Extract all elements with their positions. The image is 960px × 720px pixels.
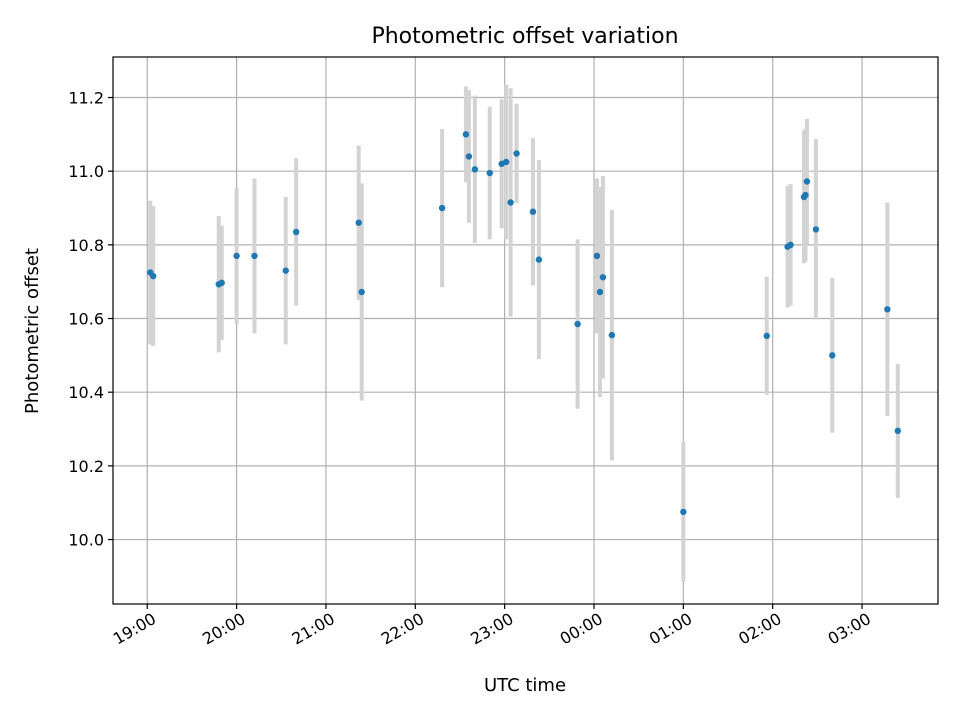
y-tick-label: 10.4 bbox=[68, 383, 104, 402]
data-point bbox=[513, 150, 520, 157]
data-point bbox=[529, 208, 537, 215]
data-point bbox=[251, 252, 258, 260]
y-tick-label: 10.6 bbox=[68, 310, 104, 329]
data-point bbox=[292, 228, 300, 236]
data-point bbox=[471, 166, 479, 173]
data-point bbox=[884, 306, 891, 313]
x-axis-label: UTC time bbox=[484, 675, 566, 696]
data-point bbox=[218, 279, 225, 286]
data-point bbox=[894, 427, 901, 435]
data-point bbox=[282, 267, 289, 274]
data-point bbox=[680, 508, 687, 516]
data-point bbox=[462, 131, 470, 138]
y-tick-label: 10.8 bbox=[68, 236, 104, 255]
data-point bbox=[803, 178, 811, 185]
data-point bbox=[486, 169, 493, 177]
data-point bbox=[465, 153, 473, 160]
y-tick-label: 11.0 bbox=[68, 162, 104, 181]
data-points bbox=[147, 131, 901, 516]
axes-frame bbox=[112, 56, 939, 605]
data-point bbox=[507, 199, 514, 206]
data-point bbox=[355, 219, 362, 226]
data-point bbox=[593, 252, 601, 260]
data-point bbox=[438, 204, 446, 212]
data-point bbox=[763, 332, 770, 340]
chart-title: Photometric offset variation bbox=[371, 24, 678, 49]
grid-lines bbox=[113, 57, 938, 604]
y-axis-label: Photometric offset bbox=[22, 248, 43, 414]
data-point bbox=[358, 288, 365, 296]
data-point bbox=[233, 252, 240, 260]
data-point bbox=[502, 158, 510, 166]
data-point bbox=[150, 272, 157, 280]
data-point bbox=[596, 288, 604, 296]
data-point bbox=[535, 256, 543, 263]
y-tick-label: 10.0 bbox=[68, 531, 104, 550]
data-point bbox=[787, 241, 794, 249]
data-point bbox=[599, 274, 607, 281]
data-point bbox=[829, 352, 836, 359]
data-point bbox=[802, 191, 809, 199]
y-tick-label: 10.2 bbox=[68, 457, 104, 476]
data-point bbox=[812, 226, 820, 233]
y-tick-label: 11.2 bbox=[68, 89, 104, 108]
data-point bbox=[608, 331, 616, 339]
data-point bbox=[574, 320, 581, 328]
